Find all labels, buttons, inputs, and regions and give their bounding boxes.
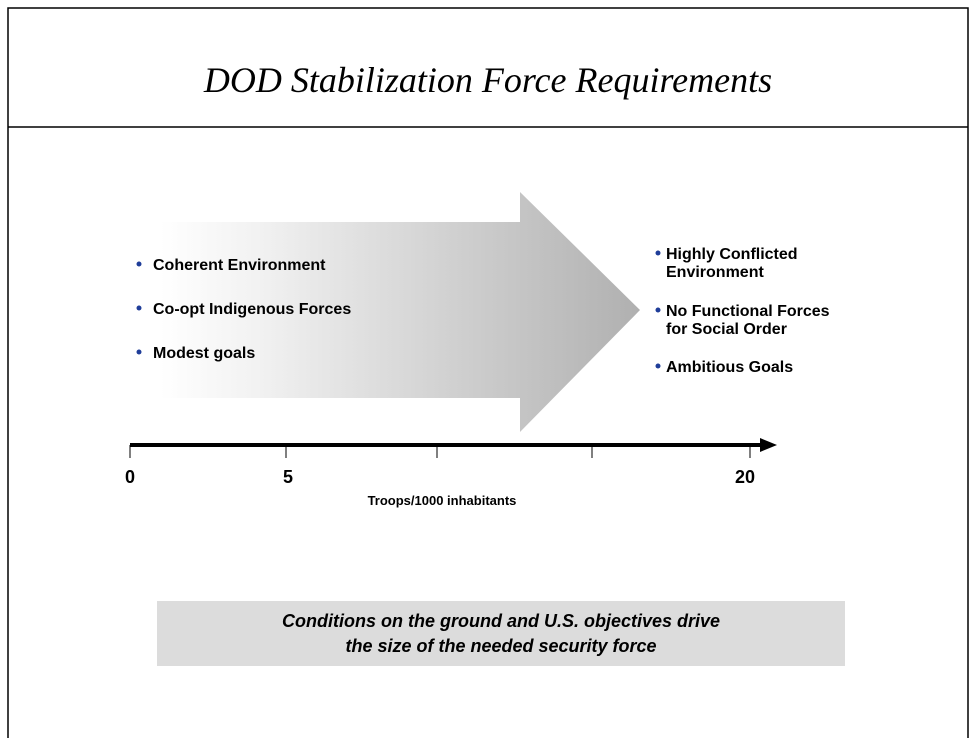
bullet-text: Coherent Environment [153,257,326,274]
callout-box [157,601,845,666]
tick-label: 5 [283,467,293,487]
bullet-text: No Functional Forces [666,303,830,320]
bullet-text: Co-opt Indigenous Forces [153,301,351,318]
frame [7,7,969,738]
bullet-dot [136,349,142,355]
bullet-text: for Social Order [666,321,787,338]
bullet-text: Environment [666,264,764,281]
bullet-dot [655,307,661,313]
bullet-text: Modest goals [153,345,255,362]
left-bullets: Coherent Environment Co-opt Indigenous Fo… [136,257,351,362]
bullet-dot [655,363,661,369]
tick-label: 20 [735,467,755,487]
bullet-dot [136,261,142,267]
bullet-dot [655,250,661,256]
axis-label: Troops/1000 inhabitants [368,493,517,508]
tick-label: 0 [125,467,135,487]
callout-line: the size of the needed security force [345,636,656,656]
axis-ticks [129,445,751,458]
big-arrow [160,192,640,432]
title: DOD Stabilization Force Requirements [203,60,772,100]
callout-line: Conditions on the ground and U.S. object… [282,611,720,631]
bullet-dot [136,305,142,311]
axis-arrowhead [760,438,777,452]
bullet-text: Ambitious Goals [666,359,793,376]
bullet-text: Highly Conflicted [666,246,798,263]
